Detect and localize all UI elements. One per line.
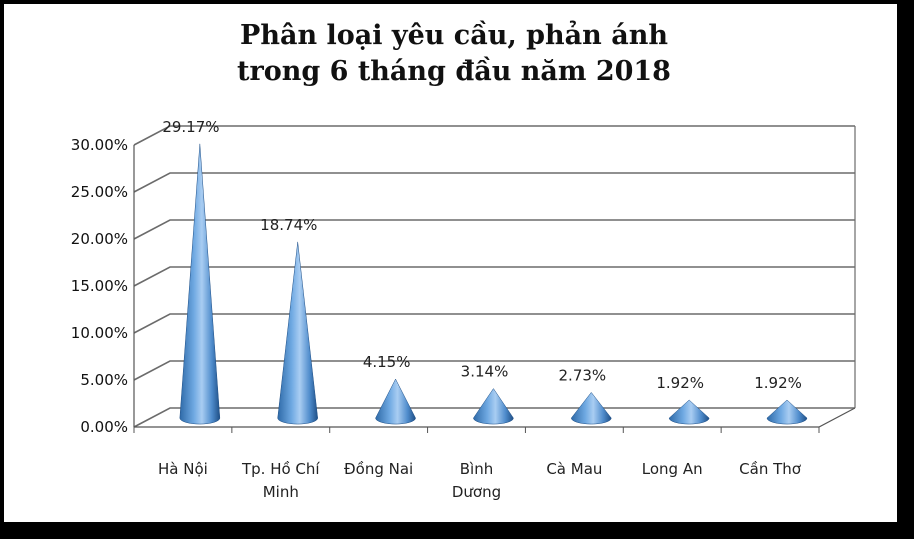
data-label: 3.14%: [461, 363, 509, 381]
bar-cone: [473, 388, 514, 425]
gridline: [133, 313, 855, 334]
bar-cone: [766, 399, 808, 425]
bar-cone: [179, 143, 221, 425]
y-tick-label: 15.00%: [71, 277, 128, 295]
bar: [179, 143, 221, 425]
x-tick-label: Long An: [642, 460, 703, 478]
data-label: 1.92%: [656, 374, 704, 392]
data-label: 1.92%: [754, 374, 802, 392]
data-label: 4.15%: [363, 353, 411, 371]
data-labels: 29.17% 18.74% 4.15% 3.14% 2.73% 1.92% 1.92%: [162, 118, 802, 392]
chart-title-line-1: Phân loại yêu cầu, phản ánh: [240, 19, 668, 51]
gridline: [133, 266, 855, 287]
gridline: [133, 172, 855, 193]
gridline: [133, 125, 855, 146]
x-tick-label: Cà Mau: [546, 460, 602, 478]
chart-title-line-2: trong 6 tháng đầu năm 2018: [237, 55, 671, 87]
x-tick-label: Hà Nội: [158, 460, 208, 478]
data-label: 2.73%: [559, 366, 607, 384]
data-label: 29.17%: [162, 118, 219, 136]
bar-cone: [277, 241, 318, 425]
y-tick-label: 20.00%: [71, 230, 128, 248]
bar: [766, 399, 808, 425]
x-axis-ticks: Hà Nội Tp. Hồ Chí Minh Đồng Nai Bình Dương Cà …: [158, 460, 802, 501]
bar-cone: [668, 399, 710, 425]
y-tick-label: 30.00%: [71, 136, 128, 154]
chart-panel: Phân loại yêu cầu, phản ánh trong 6 thán…: [4, 4, 897, 522]
bar-cone: [571, 392, 612, 425]
bar: [571, 392, 612, 425]
bar: [668, 399, 710, 425]
gridline: [133, 407, 855, 428]
y-tick-label: 0.00%: [80, 418, 128, 436]
bar: [277, 241, 318, 425]
bar: [473, 388, 514, 425]
data-label: 18.74%: [260, 216, 317, 234]
chart-canvas: Phân loại yêu cầu, phản ánh trong 6 thán…: [71, 19, 856, 501]
x-tick-label: Đồng Nai: [344, 460, 413, 478]
bar: [375, 378, 416, 425]
x-tick-label: Cần Thơ: [739, 460, 802, 478]
gridline: [133, 360, 855, 381]
chart-title: Phân loại yêu cầu, phản ánh trong 6 thán…: [237, 19, 671, 87]
y-axis-ticks: 0.00% 5.00% 10.00% 15.00% 20.00% 25.00% 30.00%: [71, 136, 128, 436]
x-tick-label: Tp. Hồ Chí Minh: [241, 460, 320, 501]
y-tick-label: 5.00%: [80, 371, 128, 389]
bars: [179, 143, 808, 425]
y-tick-label: 25.00%: [71, 183, 128, 201]
y-tick-label: 10.00%: [71, 324, 128, 342]
gridline: [133, 219, 855, 240]
x-tick-label: Bình Dương: [452, 460, 501, 501]
axes: [133, 126, 856, 433]
gridlines: [133, 125, 855, 428]
bar-cone: [375, 378, 416, 425]
